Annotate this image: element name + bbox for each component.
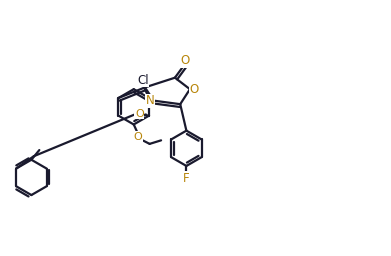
Text: O: O	[135, 109, 143, 119]
Text: F: F	[183, 172, 190, 185]
Text: O: O	[180, 54, 189, 67]
Text: O: O	[189, 83, 198, 96]
Text: O: O	[134, 132, 143, 142]
Text: Cl: Cl	[137, 74, 149, 87]
Text: N: N	[145, 94, 154, 107]
